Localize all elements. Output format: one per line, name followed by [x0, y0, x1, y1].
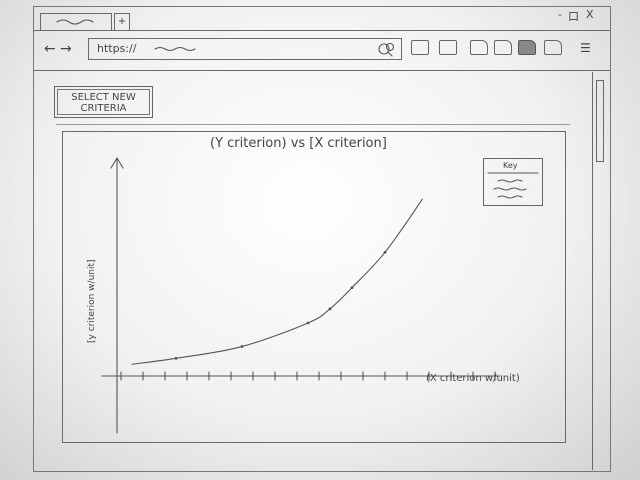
new-tab-button[interactable]: +	[114, 13, 130, 30]
titlebar-divider	[34, 30, 610, 32]
extension-icon-3[interactable]	[470, 40, 488, 55]
extension-icon-2[interactable]	[439, 40, 457, 55]
legend-entries	[487, 172, 539, 199]
maximize-button[interactable]: 口	[568, 10, 579, 23]
url-text: https://	[97, 42, 137, 55]
legend-title: Key	[503, 161, 518, 170]
menu-icon[interactable]: ☰	[580, 41, 591, 55]
select-new-criteria-label: SELECT NEW CRITERIA	[71, 92, 136, 114]
tab-title-squiggle	[56, 19, 94, 25]
scrollbar-track[interactable]	[592, 72, 607, 470]
extension-icon-4[interactable]	[494, 40, 512, 55]
browser-window	[33, 6, 611, 472]
browser-tab[interactable]	[40, 13, 112, 30]
scrollbar-thumb[interactable]	[596, 80, 604, 162]
back-arrow-icon[interactable]: ←	[44, 41, 56, 57]
address-bar[interactable]: https://	[88, 38, 402, 60]
extension-icon-1[interactable]	[411, 40, 429, 55]
search-icon[interactable]	[376, 40, 398, 57]
window-controls: - 口 X	[554, 8, 604, 24]
extension-icon-6[interactable]	[544, 40, 562, 55]
close-button[interactable]: X	[586, 8, 594, 21]
content-divider	[56, 124, 570, 125]
extension-icon-5[interactable]	[518, 40, 536, 55]
legend-box: Key	[483, 158, 543, 206]
select-new-criteria-button[interactable]: SELECT NEW CRITERIA	[54, 86, 153, 118]
minimize-button[interactable]: -	[558, 8, 562, 21]
toolbar-divider	[34, 70, 610, 72]
chart-title: (Y criterion) vs [X criterion]	[210, 136, 387, 151]
new-tab-label: +	[117, 16, 127, 27]
chart-panel	[62, 131, 566, 443]
url-squiggle	[154, 46, 196, 52]
forward-arrow-icon[interactable]: →	[60, 41, 72, 57]
